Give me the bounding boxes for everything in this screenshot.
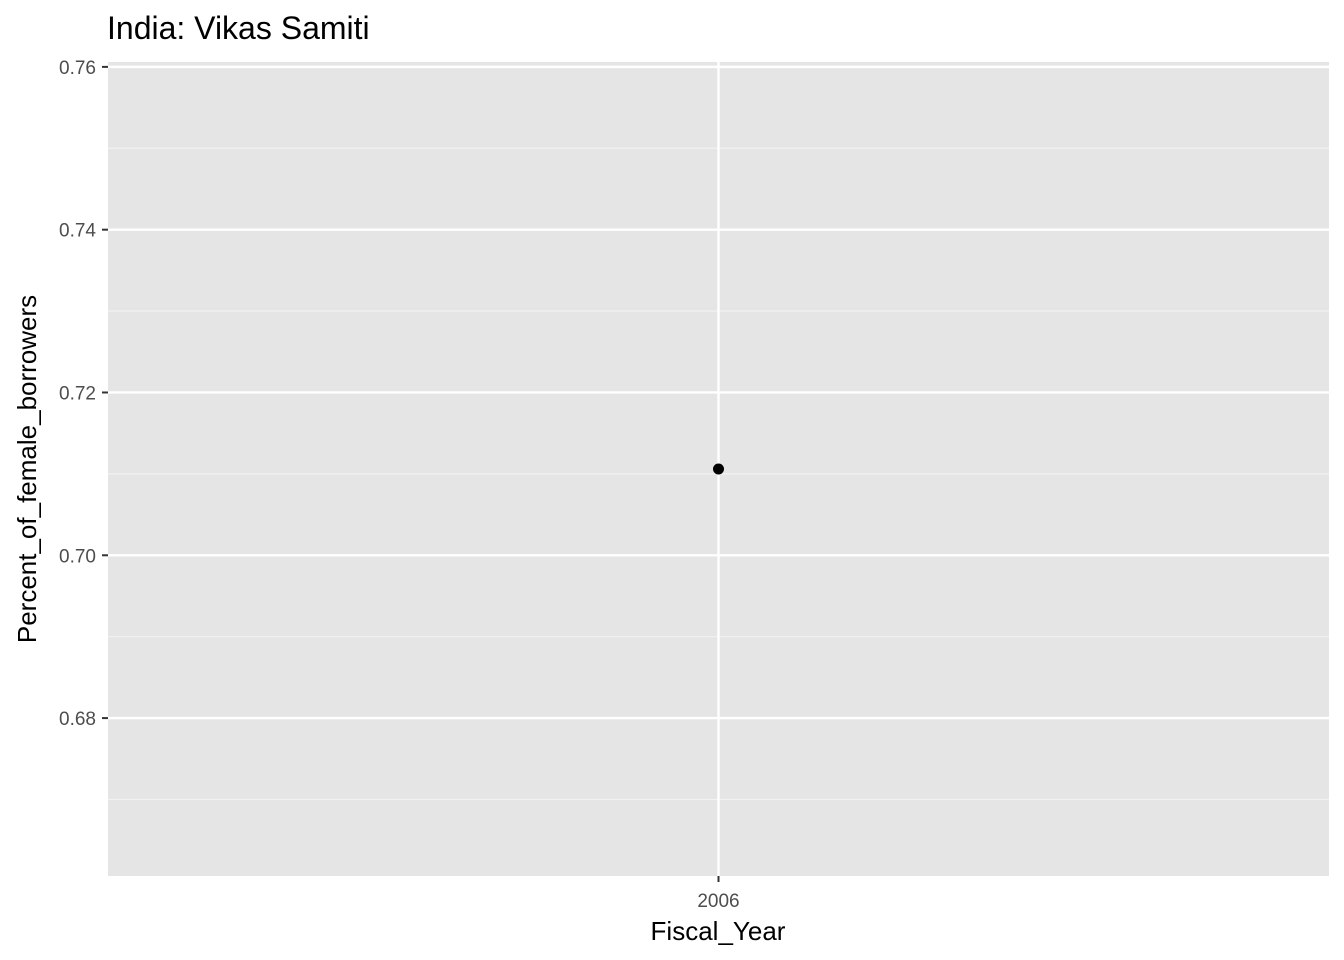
x-tick-label: 2006: [697, 891, 739, 912]
y-axis-title: Percent_of_female_borrowers: [12, 295, 42, 643]
x-axis-ticks: 2006: [697, 876, 740, 912]
x-axis-title: Fiscal_Year: [651, 916, 786, 946]
y-tick-label: 0.72: [59, 383, 96, 404]
y-tick-label: 0.70: [59, 546, 96, 567]
y-axis-ticks: 0.68 0.70 0.72 0.74 0.76: [59, 58, 108, 730]
y-tick-label: 0.76: [59, 58, 96, 79]
y-tick-label: 0.74: [59, 221, 96, 242]
data-point: [713, 463, 724, 475]
chart-title: India: Vikas Samiti: [107, 10, 370, 46]
y-tick-label: 0.68: [59, 709, 96, 730]
data-points: [713, 463, 724, 475]
